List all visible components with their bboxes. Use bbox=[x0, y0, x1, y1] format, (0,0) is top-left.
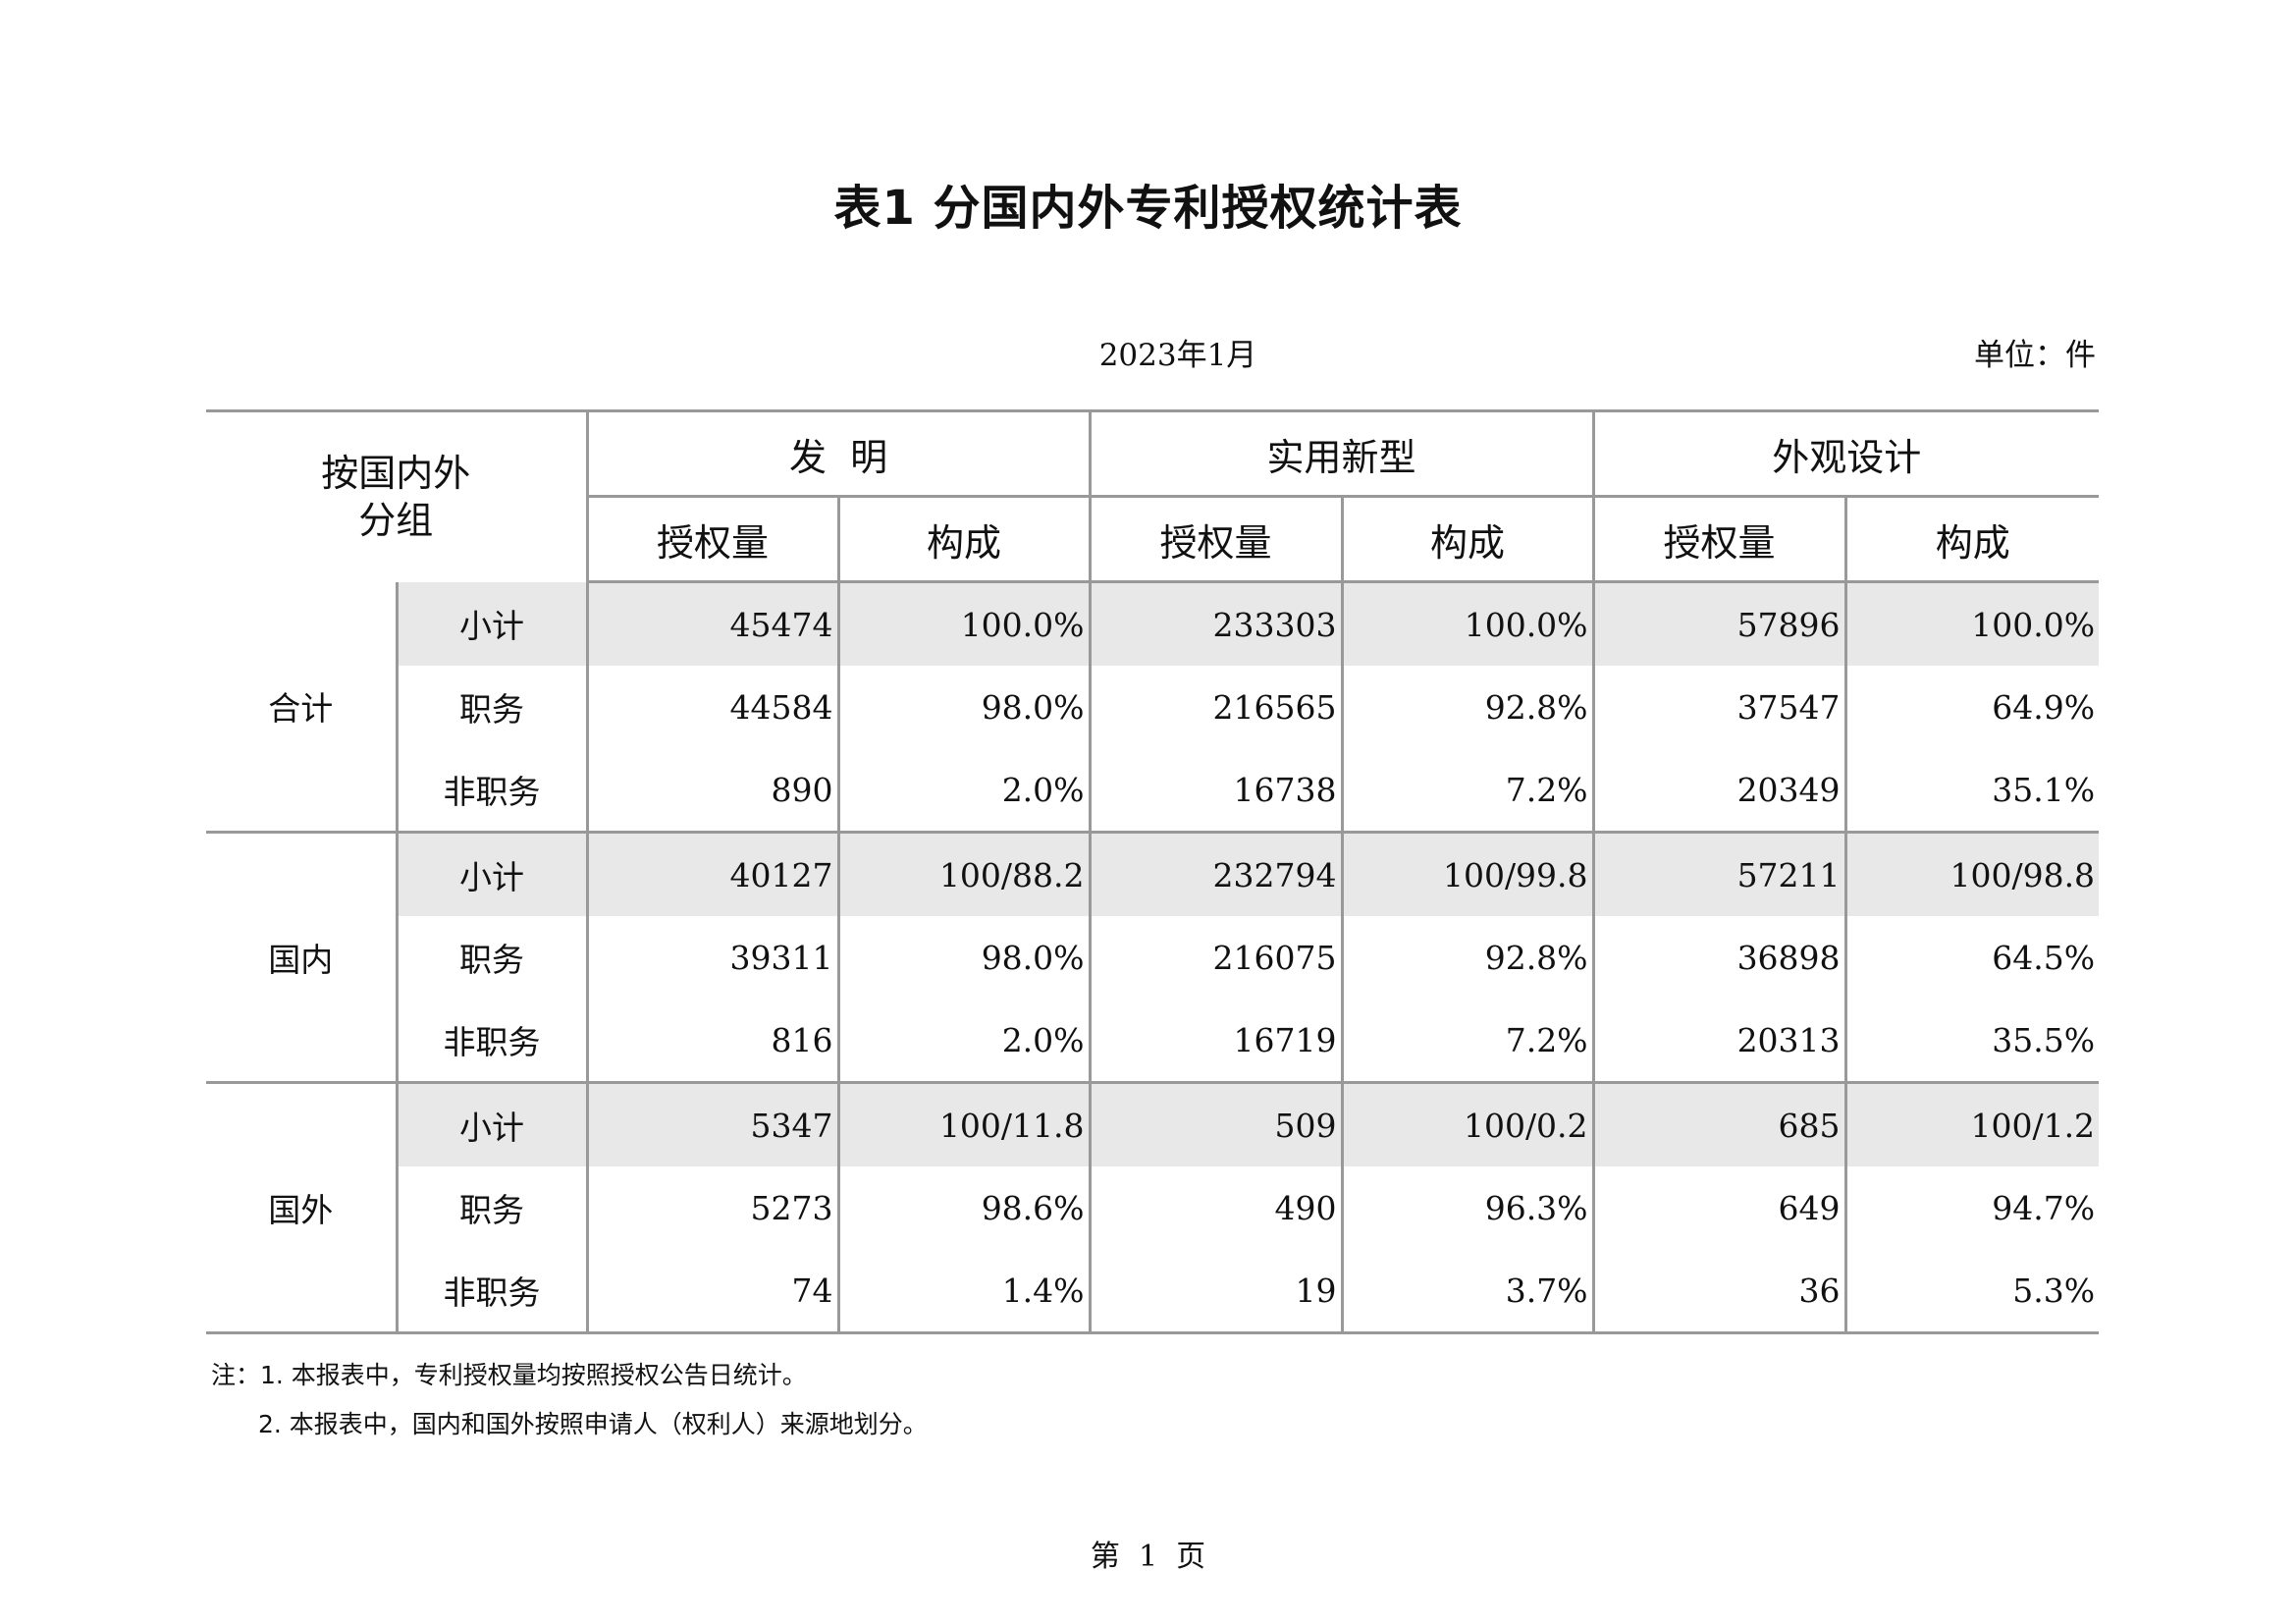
table-cell: 685 bbox=[1591, 1082, 1846, 1166]
table-row: 非职务 816 2.0% 16719 7.2% 20313 35.5% bbox=[206, 999, 2100, 1084]
table-cell: 100/98.8 bbox=[1843, 832, 2100, 916]
table-cell: 232794 bbox=[1088, 832, 1343, 916]
corner-header: 按国内外 分组 bbox=[206, 409, 588, 582]
row-label: 小计 bbox=[395, 581, 588, 666]
table-cell: 100.0% bbox=[1843, 581, 2100, 666]
subheader-grant-count: 授权量 bbox=[1591, 496, 1846, 583]
table-cell: 100/0.2 bbox=[1340, 1082, 1594, 1166]
patent-grant-table: 按国内外 分组 发 明 实用新型 外观设计 授权量 构成 授权量 构成 授权量 … bbox=[206, 409, 2100, 1334]
table-cell: 57211 bbox=[1591, 832, 1846, 916]
row-label: 非职务 bbox=[395, 999, 588, 1084]
page-title: 表1 分国内外专利授权统计表 bbox=[833, 181, 1463, 236]
subheader-grant-count: 授权量 bbox=[585, 496, 839, 583]
table-row: 非职务 890 2.0% 16738 7.2% 20349 35.1% bbox=[206, 748, 2100, 834]
table-cell: 100/11.8 bbox=[836, 1082, 1091, 1166]
table-cell: 45474 bbox=[585, 581, 839, 666]
table-cell: 216565 bbox=[1088, 666, 1343, 748]
corner-header-line2: 分组 bbox=[358, 499, 434, 543]
subheader-composition: 构成 bbox=[1340, 496, 1594, 583]
subheader-composition: 构成 bbox=[836, 496, 1091, 583]
table-cell: 890 bbox=[585, 748, 839, 834]
group-header-invention: 发 明 bbox=[585, 409, 1091, 498]
table-cell: 2.0% bbox=[836, 748, 1091, 834]
table-cell: 98.0% bbox=[836, 916, 1091, 999]
table-cell: 35.1% bbox=[1843, 748, 2100, 834]
table-cell: 100.0% bbox=[836, 581, 1091, 666]
table-cell: 233303 bbox=[1088, 581, 1343, 666]
group-header-utility-model: 实用新型 bbox=[1088, 409, 1594, 498]
table-row: 非职务 74 1.4% 19 3.7% 36 5.3% bbox=[206, 1249, 2100, 1334]
row-label: 职务 bbox=[395, 916, 588, 999]
section-label: 国内 bbox=[206, 832, 397, 1084]
table-cell: 7.2% bbox=[1340, 999, 1594, 1084]
table-cell: 5347 bbox=[585, 1082, 839, 1166]
table-cell: 20313 bbox=[1591, 999, 1846, 1084]
table-cell: 19 bbox=[1088, 1249, 1343, 1334]
row-label: 非职务 bbox=[395, 1249, 588, 1334]
table-cell: 44584 bbox=[585, 666, 839, 748]
footnote-2: 2. 本报表中，国内和国外按照申请人（权利人）来源地划分。 bbox=[258, 1410, 928, 1438]
table-cell: 100.0% bbox=[1340, 581, 1594, 666]
table-cell: 98.0% bbox=[836, 666, 1091, 748]
table-cell: 2.0% bbox=[836, 999, 1091, 1084]
row-label: 职务 bbox=[395, 1166, 588, 1249]
unit-label: 单位：件 bbox=[1974, 338, 2096, 373]
table-cell: 100/99.8 bbox=[1340, 832, 1594, 916]
row-label: 小计 bbox=[395, 1082, 588, 1166]
row-label: 职务 bbox=[395, 666, 588, 748]
corner-header-line1: 按国内外 bbox=[321, 452, 471, 496]
table-cell: 3.7% bbox=[1340, 1249, 1594, 1334]
table-cell: 5273 bbox=[585, 1166, 839, 1249]
row-label: 非职务 bbox=[395, 748, 588, 834]
table-row: 职务 39311 98.0% 216075 92.8% 36898 64.5% bbox=[206, 916, 2100, 999]
table-cell: 1.4% bbox=[836, 1249, 1091, 1334]
table-cell: 816 bbox=[585, 999, 839, 1084]
group-header-design: 外观设计 bbox=[1591, 409, 2100, 498]
table-cell: 35.5% bbox=[1843, 999, 2100, 1084]
table-cell: 20349 bbox=[1591, 748, 1846, 834]
table-cell: 36 bbox=[1591, 1249, 1846, 1334]
table-cell: 216075 bbox=[1088, 916, 1343, 999]
footnote-1: 注：1. 本报表中，专利授权量均按照授权公告日统计。 bbox=[211, 1361, 807, 1389]
table-cell: 490 bbox=[1088, 1166, 1343, 1249]
table-cell: 57896 bbox=[1591, 581, 1846, 666]
table-cell: 37547 bbox=[1591, 666, 1846, 748]
table-row: 国外 小计 5347 100/11.8 509 100/0.2 685 100/… bbox=[206, 1082, 2100, 1334]
table-cell: 92.8% bbox=[1340, 916, 1594, 999]
section-label: 国外 bbox=[206, 1082, 397, 1334]
table-row: 职务 44584 98.0% 216565 92.8% 37547 64.9% bbox=[206, 666, 2100, 748]
section-label: 合计 bbox=[206, 581, 397, 834]
table-row: 合计 小计 45474 100.0% 233303 100.0% 57896 1… bbox=[206, 581, 2100, 834]
table-cell: 509 bbox=[1088, 1082, 1343, 1166]
row-label: 小计 bbox=[395, 832, 588, 916]
report-date: 2023年1月 bbox=[1098, 338, 1257, 373]
table-row: 职务 5273 98.6% 490 96.3% 649 94.7% bbox=[206, 1166, 2100, 1249]
page-number: 第 1 页 bbox=[1090, 1540, 1206, 1574]
table-cell: 64.9% bbox=[1843, 666, 2100, 748]
table-cell: 7.2% bbox=[1340, 748, 1594, 834]
table-cell: 100/1.2 bbox=[1843, 1082, 2100, 1166]
table-cell: 39311 bbox=[585, 916, 839, 999]
table-cell: 96.3% bbox=[1340, 1166, 1594, 1249]
table-cell: 94.7% bbox=[1843, 1166, 2100, 1249]
subheader-composition: 构成 bbox=[1843, 496, 2100, 583]
table-row: 国内 小计 40127 100/88.2 232794 100/99.8 572… bbox=[206, 832, 2100, 1084]
table-cell: 64.5% bbox=[1843, 916, 2100, 999]
table-cell: 16719 bbox=[1088, 999, 1343, 1084]
table-cell: 649 bbox=[1591, 1166, 1846, 1249]
table-cell: 92.8% bbox=[1340, 666, 1594, 748]
table-cell: 98.6% bbox=[836, 1166, 1091, 1249]
table-cell: 36898 bbox=[1591, 916, 1846, 999]
table-cell: 16738 bbox=[1088, 748, 1343, 834]
table-cell: 40127 bbox=[585, 832, 839, 916]
table-cell: 100/88.2 bbox=[836, 832, 1091, 916]
subheader-grant-count: 授权量 bbox=[1088, 496, 1343, 583]
table-cell: 5.3% bbox=[1843, 1249, 2100, 1334]
footnotes: 注：1. 本报表中，专利授权量均按照授权公告日统计。 2. 本报表中，国内和国外… bbox=[211, 1351, 928, 1449]
table-cell: 74 bbox=[585, 1249, 839, 1334]
